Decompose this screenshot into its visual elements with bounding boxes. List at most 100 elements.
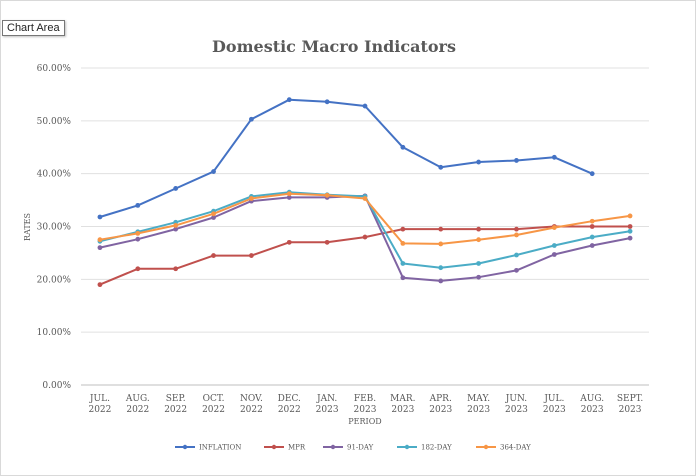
legend-item: 364-DAY — [476, 444, 531, 452]
legend-marker — [271, 444, 277, 450]
x-tick-label-month: NOV. — [240, 394, 263, 404]
data-point — [551, 243, 557, 248]
legend-label: 91-DAY — [347, 444, 374, 452]
data-point — [627, 213, 633, 219]
data-point — [324, 99, 330, 105]
legend-item: INFLATION — [175, 444, 241, 452]
legend-item: 91-DAY — [323, 444, 374, 452]
series-lines — [97, 97, 633, 288]
data-point — [438, 241, 444, 247]
data-point — [97, 282, 103, 288]
data-point — [589, 224, 595, 229]
x-tick-label-month: SEP. — [166, 394, 186, 404]
y-tick-label: 10.00% — [37, 328, 72, 338]
x-tick-label-year: 2023 — [391, 405, 414, 415]
series-line — [99, 98, 593, 218]
data-point — [173, 226, 179, 232]
x-tick-label-month: OCT. — [203, 394, 225, 404]
x-tick-label-month: JUL. — [543, 394, 564, 404]
legend-item: MPR — [264, 444, 306, 452]
legend-marker — [483, 444, 489, 450]
data-point — [286, 97, 292, 103]
x-tick-label-year: 2023 — [581, 405, 604, 415]
data-point — [551, 154, 557, 160]
x-tick-label-year: 2023 — [429, 405, 452, 415]
x-tick-label-year: 2022 — [126, 405, 149, 415]
data-point — [324, 192, 330, 198]
data-point — [438, 278, 444, 284]
data-point — [627, 224, 633, 229]
x-tick-label-month: AUG. — [125, 394, 150, 404]
x-tick-label-month: JAN. — [316, 394, 337, 404]
data-point — [589, 243, 595, 248]
x-tick-label-month: AUG. — [579, 394, 604, 404]
x-tick-label-year: 2023 — [354, 405, 377, 415]
x-tick-label-month: JUN. — [505, 394, 527, 404]
chart-title: Domestic Macro Indicators — [212, 37, 456, 56]
data-point — [589, 234, 595, 240]
data-point — [514, 226, 519, 232]
x-tick-label-year: 2023 — [505, 405, 528, 415]
data-point — [97, 245, 103, 251]
x-tick-label-year: 2023 — [543, 405, 566, 415]
data-point — [362, 103, 368, 109]
legend-item: 182-DAY — [397, 444, 452, 452]
data-point — [438, 265, 444, 271]
data-point — [362, 234, 368, 240]
x-tick-label-month: APR. — [429, 394, 452, 404]
data-point — [362, 196, 368, 201]
y-tick-label: 0.00% — [42, 381, 71, 391]
data-point — [97, 237, 103, 243]
data-point — [211, 253, 216, 258]
x-tick-label-month: MAR. — [390, 394, 415, 404]
x-axis-label: PERIOD — [348, 417, 381, 426]
data-point — [211, 211, 216, 217]
legend-label: INFLATION — [199, 444, 241, 452]
data-point — [135, 230, 141, 236]
data-point — [551, 225, 557, 230]
y-tick-label: 40.00% — [37, 170, 72, 180]
data-point — [476, 237, 481, 243]
data-point — [286, 239, 292, 245]
x-tick-label-year: 2023 — [316, 405, 339, 415]
legend-marker — [404, 444, 410, 450]
data-point — [286, 191, 292, 197]
data-point — [400, 144, 406, 150]
series-mpr — [97, 224, 633, 288]
data-point — [135, 236, 141, 242]
x-tick-label-year: 2022 — [202, 405, 225, 415]
legend-label: MPR — [288, 444, 306, 452]
data-point — [476, 159, 481, 165]
x-tick-label-year: 2022 — [164, 405, 187, 415]
data-point — [97, 214, 103, 220]
x-tick-label-month: DEC. — [278, 394, 301, 404]
data-point — [514, 267, 519, 273]
x-tick-label-month: JUL. — [89, 394, 110, 404]
y-tick-label: 20.00% — [37, 275, 72, 285]
x-tick-label-year: 2022 — [88, 405, 111, 415]
data-point — [438, 226, 444, 232]
data-point — [173, 266, 179, 272]
chart-area-tooltip: Chart Area — [2, 20, 65, 36]
y-tick-label: 50.00% — [37, 117, 72, 127]
data-point — [627, 228, 633, 234]
data-point — [551, 252, 557, 257]
y-tick-label: 60.00% — [37, 64, 72, 74]
data-point — [438, 164, 444, 170]
x-tick-label-year: 2022 — [278, 405, 301, 415]
data-point — [400, 241, 406, 246]
legend-marker — [182, 444, 188, 450]
x-tick-label-month: SEPT. — [617, 394, 643, 404]
y-axis-label: RATES — [23, 213, 32, 241]
x-tick-label-year: 2023 — [619, 405, 642, 415]
data-point — [476, 261, 481, 266]
x-tick-label-year: 2023 — [467, 405, 490, 415]
data-point — [249, 253, 254, 258]
y-axis-ticks: 0.00% 10.00% 20.00% 30.00% 40.00% 50.00% 60.00… — [37, 64, 72, 391]
data-point — [211, 215, 216, 220]
legend-marker — [330, 444, 336, 450]
data-point — [173, 186, 179, 191]
data-point — [324, 239, 330, 245]
x-tick-label-month: MAY. — [467, 394, 490, 404]
